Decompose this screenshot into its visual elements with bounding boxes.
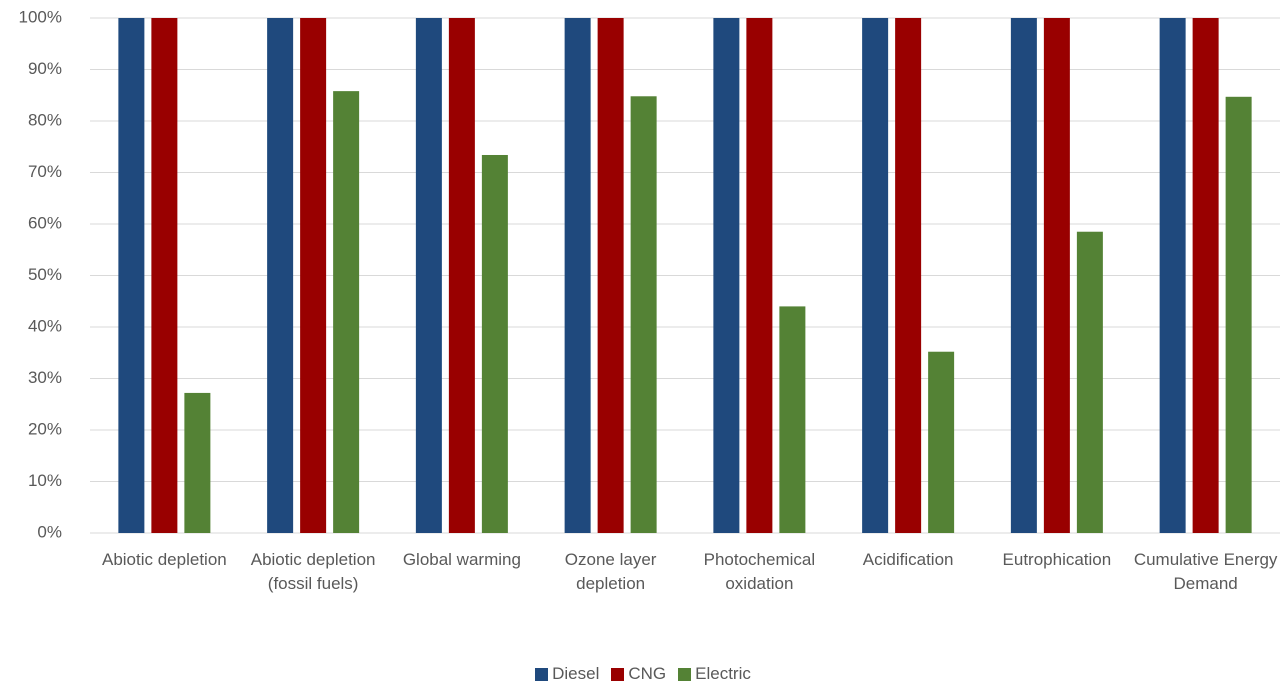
x-tick-label: Acidification: [862, 550, 954, 569]
bar: [333, 91, 360, 533]
bar: [928, 351, 955, 533]
bar: [300, 18, 327, 533]
bar: [118, 18, 145, 533]
legend-item: Electric: [678, 664, 751, 684]
y-tick-label: 40%: [28, 316, 62, 335]
x-tick-label: Eutrophication: [1002, 550, 1112, 569]
legend-label: Electric: [695, 664, 751, 683]
y-tick-label: 0%: [37, 522, 62, 541]
y-tick-label: 70%: [28, 162, 62, 181]
bar: [481, 154, 508, 534]
bar: [564, 18, 591, 533]
x-tick-label: Abiotic depletion: [101, 550, 227, 569]
legend-item: Diesel: [535, 664, 599, 684]
legend: Diesel CNG Electric: [0, 664, 1286, 684]
x-tick-label: Ozone layer depletion: [564, 550, 657, 593]
legend-swatch: [535, 667, 549, 681]
legend-item: CNG: [611, 664, 666, 684]
legend-label: CNG: [628, 664, 667, 683]
y-tick-label: 100%: [19, 7, 62, 26]
bar: [630, 96, 657, 533]
bar: [1159, 18, 1186, 533]
legend-swatch: [611, 667, 625, 681]
bar: [151, 18, 178, 533]
y-tick-label: 50%: [28, 265, 62, 284]
bar: [713, 18, 740, 533]
bar: [415, 18, 442, 533]
bar: [1076, 231, 1103, 533]
y-tick-label: 80%: [28, 110, 62, 129]
x-tick-label: Photochemical oxidation: [703, 550, 816, 593]
legend-label: Diesel: [552, 664, 600, 683]
bar: [1043, 18, 1070, 533]
bar: [184, 392, 211, 533]
bar: [779, 306, 806, 533]
legend-swatch: [678, 667, 692, 681]
y-tick-label: 30%: [28, 368, 62, 387]
x-tick-label: Abiotic depletion (fossil fuels): [250, 550, 376, 593]
x-tick-label: Cumulative Energy Demand: [1133, 550, 1278, 593]
y-tick-label: 10%: [28, 471, 62, 490]
y-tick-label: 90%: [28, 59, 62, 78]
bar: [267, 18, 294, 533]
bar: [597, 18, 624, 533]
bar: [448, 18, 475, 533]
y-tick-label: 20%: [28, 419, 62, 438]
bar: [1225, 96, 1252, 534]
x-tick-label: Global warming: [402, 550, 521, 569]
bar: [1192, 18, 1219, 533]
bar: [1010, 18, 1037, 533]
bar: [895, 18, 922, 533]
bar: [746, 18, 773, 533]
bar: [862, 18, 889, 533]
y-tick-label: 60%: [28, 213, 62, 232]
